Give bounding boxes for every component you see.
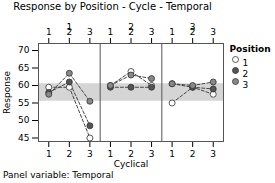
svg-text:2: 2 xyxy=(66,149,72,159)
svg-text:3: 3 xyxy=(149,149,155,159)
svg-text:65: 65 xyxy=(18,63,29,73)
svg-text:1: 1 xyxy=(169,149,175,159)
svg-text:2: 2 xyxy=(128,149,134,159)
svg-text:2: 2 xyxy=(190,149,196,159)
html-text:Response by Position - Cycle -: Response by Position - Cycle - Temporal xyxy=(13,1,212,12)
svg-text:70: 70 xyxy=(18,45,30,55)
svg-text:3: 3 xyxy=(190,22,196,32)
svg-text:1: 1 xyxy=(46,27,52,37)
svg-text:2: 2 xyxy=(243,69,249,79)
svg-text:3: 3 xyxy=(149,27,155,37)
svg-text:Position: Position xyxy=(230,44,271,54)
svg-text:3: 3 xyxy=(87,149,93,159)
svg-text:3: 3 xyxy=(210,149,216,159)
svg-text:Response: Response xyxy=(2,70,12,114)
svg-text:50: 50 xyxy=(18,115,30,125)
svg-text:45: 45 xyxy=(18,133,29,143)
svg-text:1: 1 xyxy=(108,149,114,159)
svg-text:60: 60 xyxy=(18,80,30,90)
svg-text:3: 3 xyxy=(87,27,93,37)
svg-text:55: 55 xyxy=(18,98,29,108)
svg-text:1: 1 xyxy=(46,149,52,159)
svg-text:2: 2 xyxy=(128,22,134,32)
svg-text:3: 3 xyxy=(210,27,216,37)
html-text:Panel variable: Temporal: Panel variable: Temporal xyxy=(3,170,114,180)
svg-text:1: 1 xyxy=(66,22,72,32)
svg-text:1: 1 xyxy=(243,58,249,68)
svg-text:1: 1 xyxy=(108,27,114,37)
svg-text:3: 3 xyxy=(243,80,249,90)
svg-text:Cyclical: Cyclical xyxy=(114,159,149,169)
svg-text:1: 1 xyxy=(169,27,175,37)
